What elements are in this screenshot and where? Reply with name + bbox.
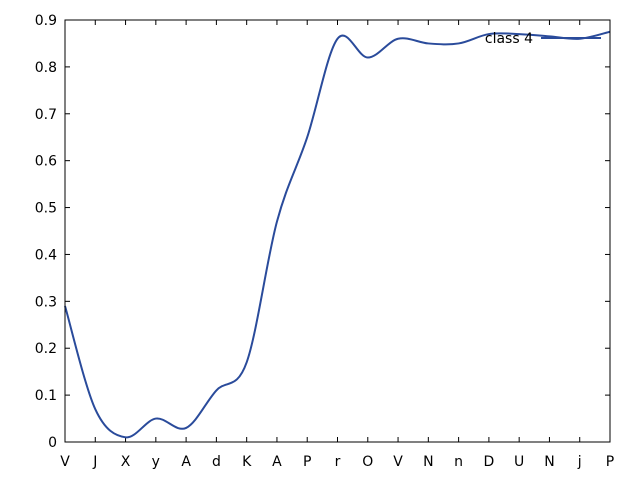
y-tick-label: 0.3 — [35, 294, 57, 310]
x-tick-label: X — [121, 454, 131, 470]
x-tick-label: r — [335, 454, 341, 470]
y-tick-label: 0.8 — [35, 60, 57, 76]
y-tick-label: 0.5 — [35, 201, 57, 217]
x-tick-label: P — [606, 454, 614, 470]
x-tick-label: V — [393, 454, 403, 470]
x-tick-label: O — [362, 454, 373, 470]
x-tick-label: A — [272, 454, 282, 470]
x-tick-label: D — [483, 454, 494, 470]
x-tick-label: J — [92, 454, 97, 470]
series-line-class-4 — [64, 30, 611, 439]
plot-frame — [64, 19, 611, 443]
x-tick-label: U — [514, 454, 524, 470]
legend-label: class 4 — [485, 31, 533, 47]
y-tick-label: 0.2 — [35, 341, 57, 357]
x-tick-label: j — [577, 454, 582, 470]
y-tick-label: 0 — [48, 435, 57, 451]
x-tick-label: y — [152, 454, 160, 470]
y-tick-label: 0.1 — [35, 388, 57, 404]
plot-area — [65, 20, 610, 442]
x-tick-label: P — [303, 454, 311, 470]
y-tick-label: 0.6 — [35, 154, 57, 170]
y-tick-label: 0.4 — [35, 247, 57, 263]
x-tick-label: N — [544, 454, 554, 470]
x-tick-label: N — [423, 454, 433, 470]
x-tick-label: K — [242, 454, 252, 470]
y-tick-label: 0.7 — [35, 107, 57, 123]
y-tick-label: 0.9 — [35, 13, 57, 29]
x-tick-label: n — [454, 454, 463, 470]
legend: class 4 — [485, 31, 601, 47]
x-tick-label: A — [181, 454, 191, 470]
x-tick-label: d — [212, 454, 221, 470]
x-tick-label: V — [60, 454, 70, 470]
